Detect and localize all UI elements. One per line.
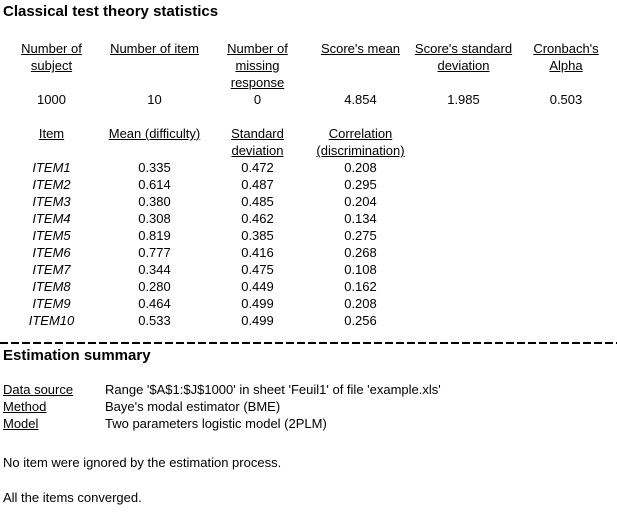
item-sd-cell: 0.385 [241,228,274,243]
item-sd-cell: 0.499 [241,313,274,328]
item-row: ITEM9 0.464 0.499 0.208 [0,295,617,312]
field-label: Data source [3,382,74,397]
item-mean-cell: 0.464 [138,296,171,311]
item-mean-cell: 0.380 [138,194,171,209]
item-mean-cell: 0.533 [138,313,171,328]
field-value: Two parameters logistic model (2PLM) [105,416,327,431]
item-name-cell: ITEM5 [32,228,71,243]
item-mean-cell: 0.777 [138,245,171,260]
header-item: Item [38,126,65,141]
item-sd-cell: 0.416 [241,245,274,260]
header-number-of-item: Number of item [110,41,199,56]
item-corr-cell: 0.268 [344,245,377,260]
value-scores-standard-deviation: 1.985 [447,92,480,107]
item-name-cell: ITEM8 [32,279,71,294]
estimation-fields: Data source Range '$A$1:$J$1000' in shee… [0,381,617,432]
page-title: Classical test theory statistics [3,3,219,20]
item-name-cell: ITEM10 [28,313,75,328]
field-label: Method [3,399,47,414]
summary-stats-value-row: 1000 10 0 4.854 1.985 0.503 [0,91,617,108]
header-number-of-subject: Number of subject [21,41,82,73]
item-name-cell: ITEM4 [32,211,71,226]
item-corr-cell: 0.256 [344,313,377,328]
item-row: ITEM6 0.777 0.416 0.268 [0,244,617,261]
value-cronbachs-alpha: 0.503 [549,92,583,107]
header-mean-difficulty: Mean (difficulty) [108,126,201,141]
item-sd-cell: 0.449 [241,279,274,294]
field-row-model: Model Two parameters logistic model (2PL… [0,415,617,432]
field-row-method: Method Baye's modal estimator (BME) [0,398,617,415]
item-corr-cell: 0.204 [344,194,377,209]
item-mean-cell: 0.344 [138,262,171,277]
item-mean-cell: 0.614 [138,177,171,192]
item-name-cell: ITEM3 [32,194,71,209]
item-row: ITEM8 0.280 0.449 0.162 [0,278,617,295]
item-mean-cell: 0.819 [138,228,171,243]
value-number-of-missing-response: 0 [253,92,262,107]
item-mean-cell: 0.280 [138,279,171,294]
header-scores-mean: Score's mean [320,41,401,56]
item-corr-cell: 0.208 [344,296,377,311]
item-sd-cell: 0.499 [241,296,274,311]
header-number-of-missing-response: Number of missing response [227,41,288,90]
note-ignored-items: No item were ignored by the estimation p… [3,455,282,470]
header-standard-deviation: Standard deviation [231,126,284,158]
note-convergence: All the items converged. [3,490,142,505]
item-statistics-table: Item Mean (difficulty) Standard deviatio… [0,125,617,329]
header-correlation-discrimination: Correlation (discrimination) [316,126,405,158]
item-sd-cell: 0.485 [241,194,274,209]
item-name-cell: ITEM1 [32,160,71,175]
item-corr-cell: 0.295 [344,177,377,192]
item-name-cell: ITEM9 [32,296,71,311]
field-label: Model [3,416,39,431]
item-name-cell: ITEM2 [32,177,71,192]
field-value: Range '$A$1:$J$1000' in sheet 'Feuil1' o… [105,382,441,397]
item-row: ITEM3 0.380 0.485 0.204 [0,193,617,210]
item-row: ITEM7 0.344 0.475 0.108 [0,261,617,278]
item-name-cell: ITEM6 [32,245,71,260]
item-corr-cell: 0.134 [344,211,377,226]
field-value: Baye's modal estimator (BME) [105,399,281,414]
item-corr-cell: 0.108 [344,262,377,277]
item-corr-cell: 0.162 [344,279,377,294]
section-separator [0,342,617,344]
item-sd-cell: 0.462 [241,211,274,226]
item-corr-cell: 0.208 [344,160,377,175]
value-number-of-item: 10 [147,92,162,107]
header-scores-standard-deviation: Score's standard deviation [414,41,513,73]
field-row-data-source: Data source Range '$A$1:$J$1000' in shee… [0,381,617,398]
summary-stats-header-row: Number of subject Number of item Number … [0,40,617,91]
item-sd-cell: 0.475 [241,262,274,277]
item-row: ITEM4 0.308 0.462 0.134 [0,210,617,227]
item-table-header-row: Item Mean (difficulty) Standard deviatio… [0,125,617,159]
item-corr-cell: 0.275 [344,228,377,243]
item-sd-cell: 0.487 [241,177,274,192]
item-row: ITEM10 0.533 0.499 0.256 [0,312,617,329]
value-scores-mean: 4.854 [344,92,377,107]
item-row: ITEM5 0.819 0.385 0.275 [0,227,617,244]
item-mean-cell: 0.308 [138,211,171,226]
summary-stats-table: Number of subject Number of item Number … [0,40,617,108]
item-name-cell: ITEM7 [32,262,71,277]
item-mean-cell: 0.335 [138,160,171,175]
estimation-summary-title: Estimation summary [3,347,151,364]
value-number-of-subject: 1000 [37,92,66,107]
item-row: ITEM2 0.614 0.487 0.295 [0,176,617,193]
item-sd-cell: 0.472 [241,160,274,175]
item-row: ITEM1 0.335 0.472 0.208 [0,159,617,176]
header-cronbachs-alpha: Cronbach's Alpha [533,41,599,73]
